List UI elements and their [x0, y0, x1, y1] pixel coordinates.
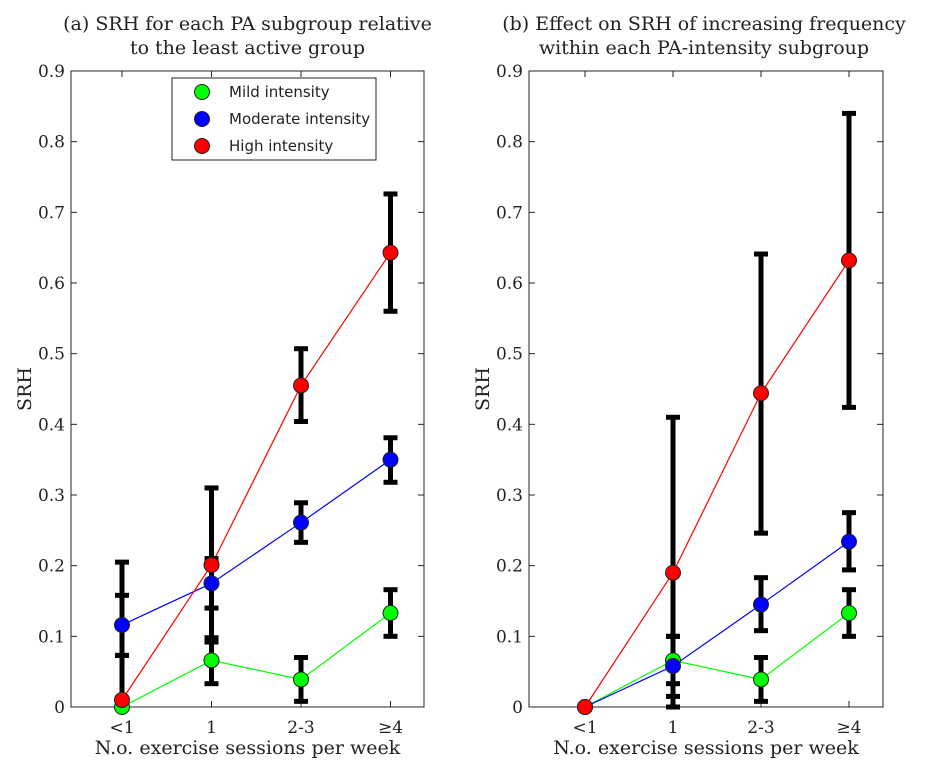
panel-a-legend-marker	[194, 111, 210, 127]
panel-b-series-1-line	[584, 541, 850, 708]
panel-b-ytick-label: 0.1	[496, 627, 523, 647]
panel-a-series-0-line	[121, 612, 391, 708]
panel-a-legend-label: Moderate intensity	[229, 110, 370, 128]
panel-a-series-0-point	[382, 605, 399, 622]
panel-a-series-1-point	[293, 514, 309, 531]
panel-b-series-2-line	[584, 260, 850, 708]
panel-a-xtick-label: ≥4	[378, 718, 403, 738]
panel-b-ylabel: SRH	[472, 367, 494, 411]
panel-b-ytick-label: 0.6	[496, 274, 523, 294]
panel-a-series-1-point	[203, 575, 220, 592]
panel-a-axes-box	[70, 70, 425, 708]
panel-b-series-2-point	[841, 252, 857, 269]
panel-b-xtick-label: ≥4	[836, 718, 861, 738]
panel-b-title-line: within each PA-intensity subgroup	[539, 37, 869, 59]
panel-a-series-2-line	[121, 252, 391, 701]
panel-b-title-line: (b) Effect on SRH of increasing frequenc…	[502, 13, 906, 35]
panel-a-xtick-label: <1	[109, 718, 134, 738]
panel-a-series-1-point	[114, 617, 130, 634]
panel-b-series-1-point	[841, 533, 857, 550]
panel-a-ytick-label: 0.8	[38, 133, 65, 153]
panel-a-xtick-label: 1	[206, 718, 217, 738]
panel-a-legend-marker	[194, 138, 210, 154]
panel-a-legend-label: High intensity	[229, 137, 333, 155]
panel-a-ytick-label: 0.4	[38, 415, 65, 435]
panel-b-ytick-label: 0.7	[496, 203, 523, 223]
panel-b-series-0-point	[753, 671, 769, 688]
panel-b-title: (b) Effect on SRH of increasing frequenc…	[502, 13, 906, 59]
panel-a-ytick-label: 0.6	[38, 274, 65, 294]
panel-b-series-2-point	[753, 385, 769, 402]
panel-b-series-0-point	[841, 605, 857, 622]
panel-a-ylabel: SRH	[14, 367, 36, 411]
panel-a-ytick-label: 0.9	[38, 62, 65, 82]
panel-b-ytick-label: 0	[512, 698, 523, 718]
panel-a-ytick-label: 0.5	[38, 345, 65, 365]
panel-a-series-2-point	[114, 691, 130, 708]
panel-b-ytick-label: 0.8	[496, 133, 523, 153]
panel-a-legend-marker	[194, 84, 210, 100]
panel-a-title-line: to the least active group	[130, 37, 365, 59]
panel-a-xtick-label: 2-3	[287, 718, 314, 738]
panel-a-ytick-label: 0	[54, 698, 65, 718]
panel-b-ytick-label: 0.4	[496, 415, 523, 435]
panel-b-xtick-label: 2-3	[747, 718, 774, 738]
panel-b-series-2-point	[665, 564, 681, 581]
panel-a-series-0-point	[203, 652, 220, 669]
panel-b-series-1-point	[665, 658, 681, 675]
panel-b-series-1-point	[753, 596, 769, 613]
panel-a-legend-label: Mild intensity	[229, 83, 330, 101]
panel-b-ytick-label: 0.9	[496, 62, 523, 82]
panel-b-ytick-label: 0.2	[496, 557, 523, 577]
panel-a-ytick-label: 0.2	[38, 557, 65, 577]
panel-b-ytick-label: 0.3	[496, 486, 523, 506]
panel-a-series-0-point	[293, 671, 309, 688]
panel-a-xlabel: N.o. exercise sessions per week	[95, 737, 401, 759]
panel-a-series-2-point	[203, 556, 220, 573]
panel-b-ytick-label: 0.5	[496, 345, 523, 365]
panel-b-xtick-label: 1	[668, 718, 679, 738]
panel-b-series-0-line	[584, 612, 850, 708]
panel-a-ytick-label: 0.1	[38, 627, 65, 647]
panel-a-series-2-point	[382, 244, 399, 261]
panel-b-axes-box	[528, 70, 884, 708]
panel-a-ytick-label: 0.7	[38, 203, 65, 223]
panel-b-xtick-label: <1	[572, 718, 597, 738]
panel-a-title-line: (a) SRH for each PA subgroup relative	[63, 13, 432, 35]
panel-a-title: (a) SRH for each PA subgroup relative to …	[63, 13, 432, 59]
panel-b-series-2-point	[577, 699, 593, 715]
panel-a-series-1-point	[382, 451, 399, 468]
panel-a-series-2-point	[293, 377, 309, 394]
panel-a-series-1-line	[121, 459, 391, 626]
panel-b-xlabel: N.o. exercise sessions per week	[553, 737, 859, 759]
panel-a-ytick-label: 0.3	[38, 486, 65, 506]
